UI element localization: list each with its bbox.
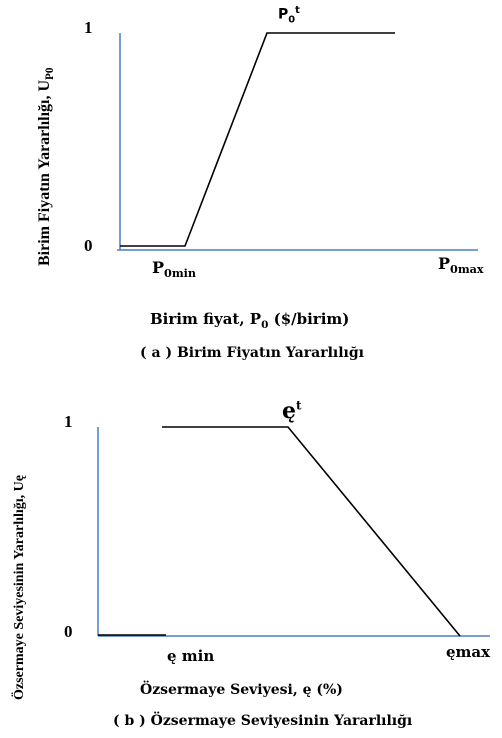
panel-a-max-label: P0max — [438, 254, 484, 277]
panel-a-caption: ( a ) Birim Fiyatın Yararlılığı — [140, 345, 364, 361]
panel-b-min-label: ę min — [167, 647, 215, 665]
panel-a-x-axis-label: Birim fiyat, P0 ($/birim) — [150, 310, 350, 331]
panel-b-caption: ( b ) Özsermaye Seviyesinin Yararlılığı — [113, 713, 413, 729]
panel-a-peak-label: P0t — [278, 5, 300, 26]
panel-a-tick-1: 1 — [84, 18, 93, 37]
panel-a-min-label: P0min — [152, 258, 197, 281]
panel-b-tick-0: 0 — [64, 622, 73, 641]
panel-b-y-axis-label: Özsermaye Seviyesinin Yararlılığı, Uę — [12, 475, 27, 700]
panel-a-y-axis-label: Birim Fiyatın Yararlılığı, UP0 — [36, 67, 57, 267]
panel-a-utility-curve — [120, 32, 395, 247]
panel-b-utility-curve — [162, 426, 461, 637]
panel-b-tick-1: 1 — [64, 412, 73, 431]
panel-a-tick-0: 0 — [84, 236, 93, 255]
panel-b-max-label: ęmax — [446, 643, 491, 661]
panel-b-peak-label: ęt — [282, 398, 302, 424]
panel-b-x-axis-label: Özsermaye Seviyesi, ę (%) — [140, 682, 343, 698]
